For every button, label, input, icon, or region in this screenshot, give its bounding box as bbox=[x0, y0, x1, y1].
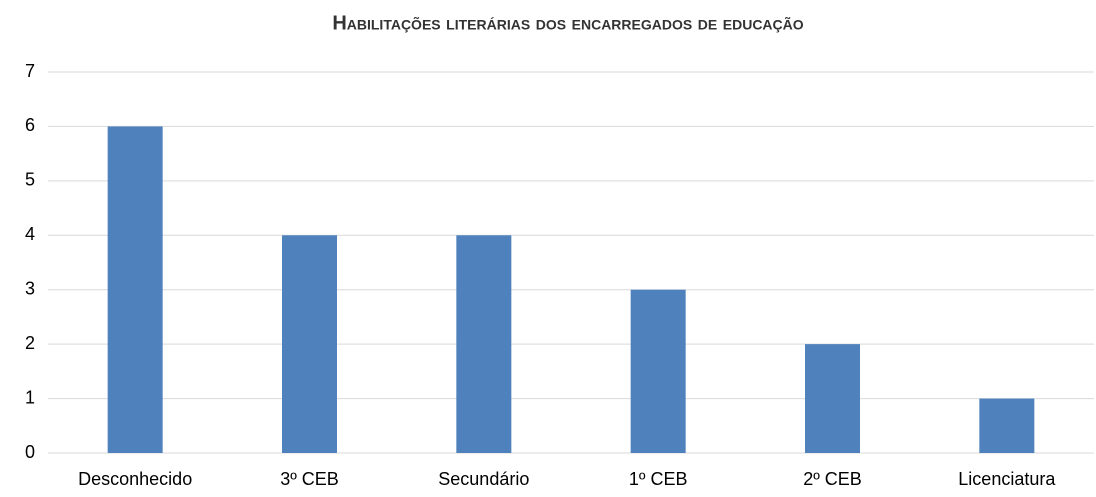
y-tick-label: 2 bbox=[25, 333, 35, 353]
bar bbox=[456, 235, 512, 453]
y-tick-label: 5 bbox=[25, 170, 35, 190]
bar bbox=[630, 289, 686, 453]
bar bbox=[979, 398, 1035, 453]
y-tick-label: 6 bbox=[25, 115, 35, 135]
x-tick-label: 1º CEB bbox=[629, 469, 688, 489]
x-tick-label: 3º CEB bbox=[280, 469, 339, 489]
y-tick-label: 3 bbox=[25, 278, 35, 298]
chart-title: Habilitações literárias dos encarregados… bbox=[332, 12, 803, 34]
y-tick-label: 0 bbox=[25, 442, 35, 462]
y-tick-label: 4 bbox=[25, 224, 35, 244]
bar bbox=[805, 344, 860, 453]
x-tick-label: Desconhecido bbox=[78, 469, 192, 489]
y-tick-label: 7 bbox=[25, 61, 35, 81]
bar bbox=[282, 235, 337, 453]
x-tick-label: 2º CEB bbox=[803, 469, 862, 489]
bar bbox=[107, 126, 163, 453]
x-tick-label: Licenciatura bbox=[958, 469, 1056, 489]
y-tick-label: 1 bbox=[25, 387, 35, 407]
x-tick-label: Secundário bbox=[438, 469, 529, 489]
